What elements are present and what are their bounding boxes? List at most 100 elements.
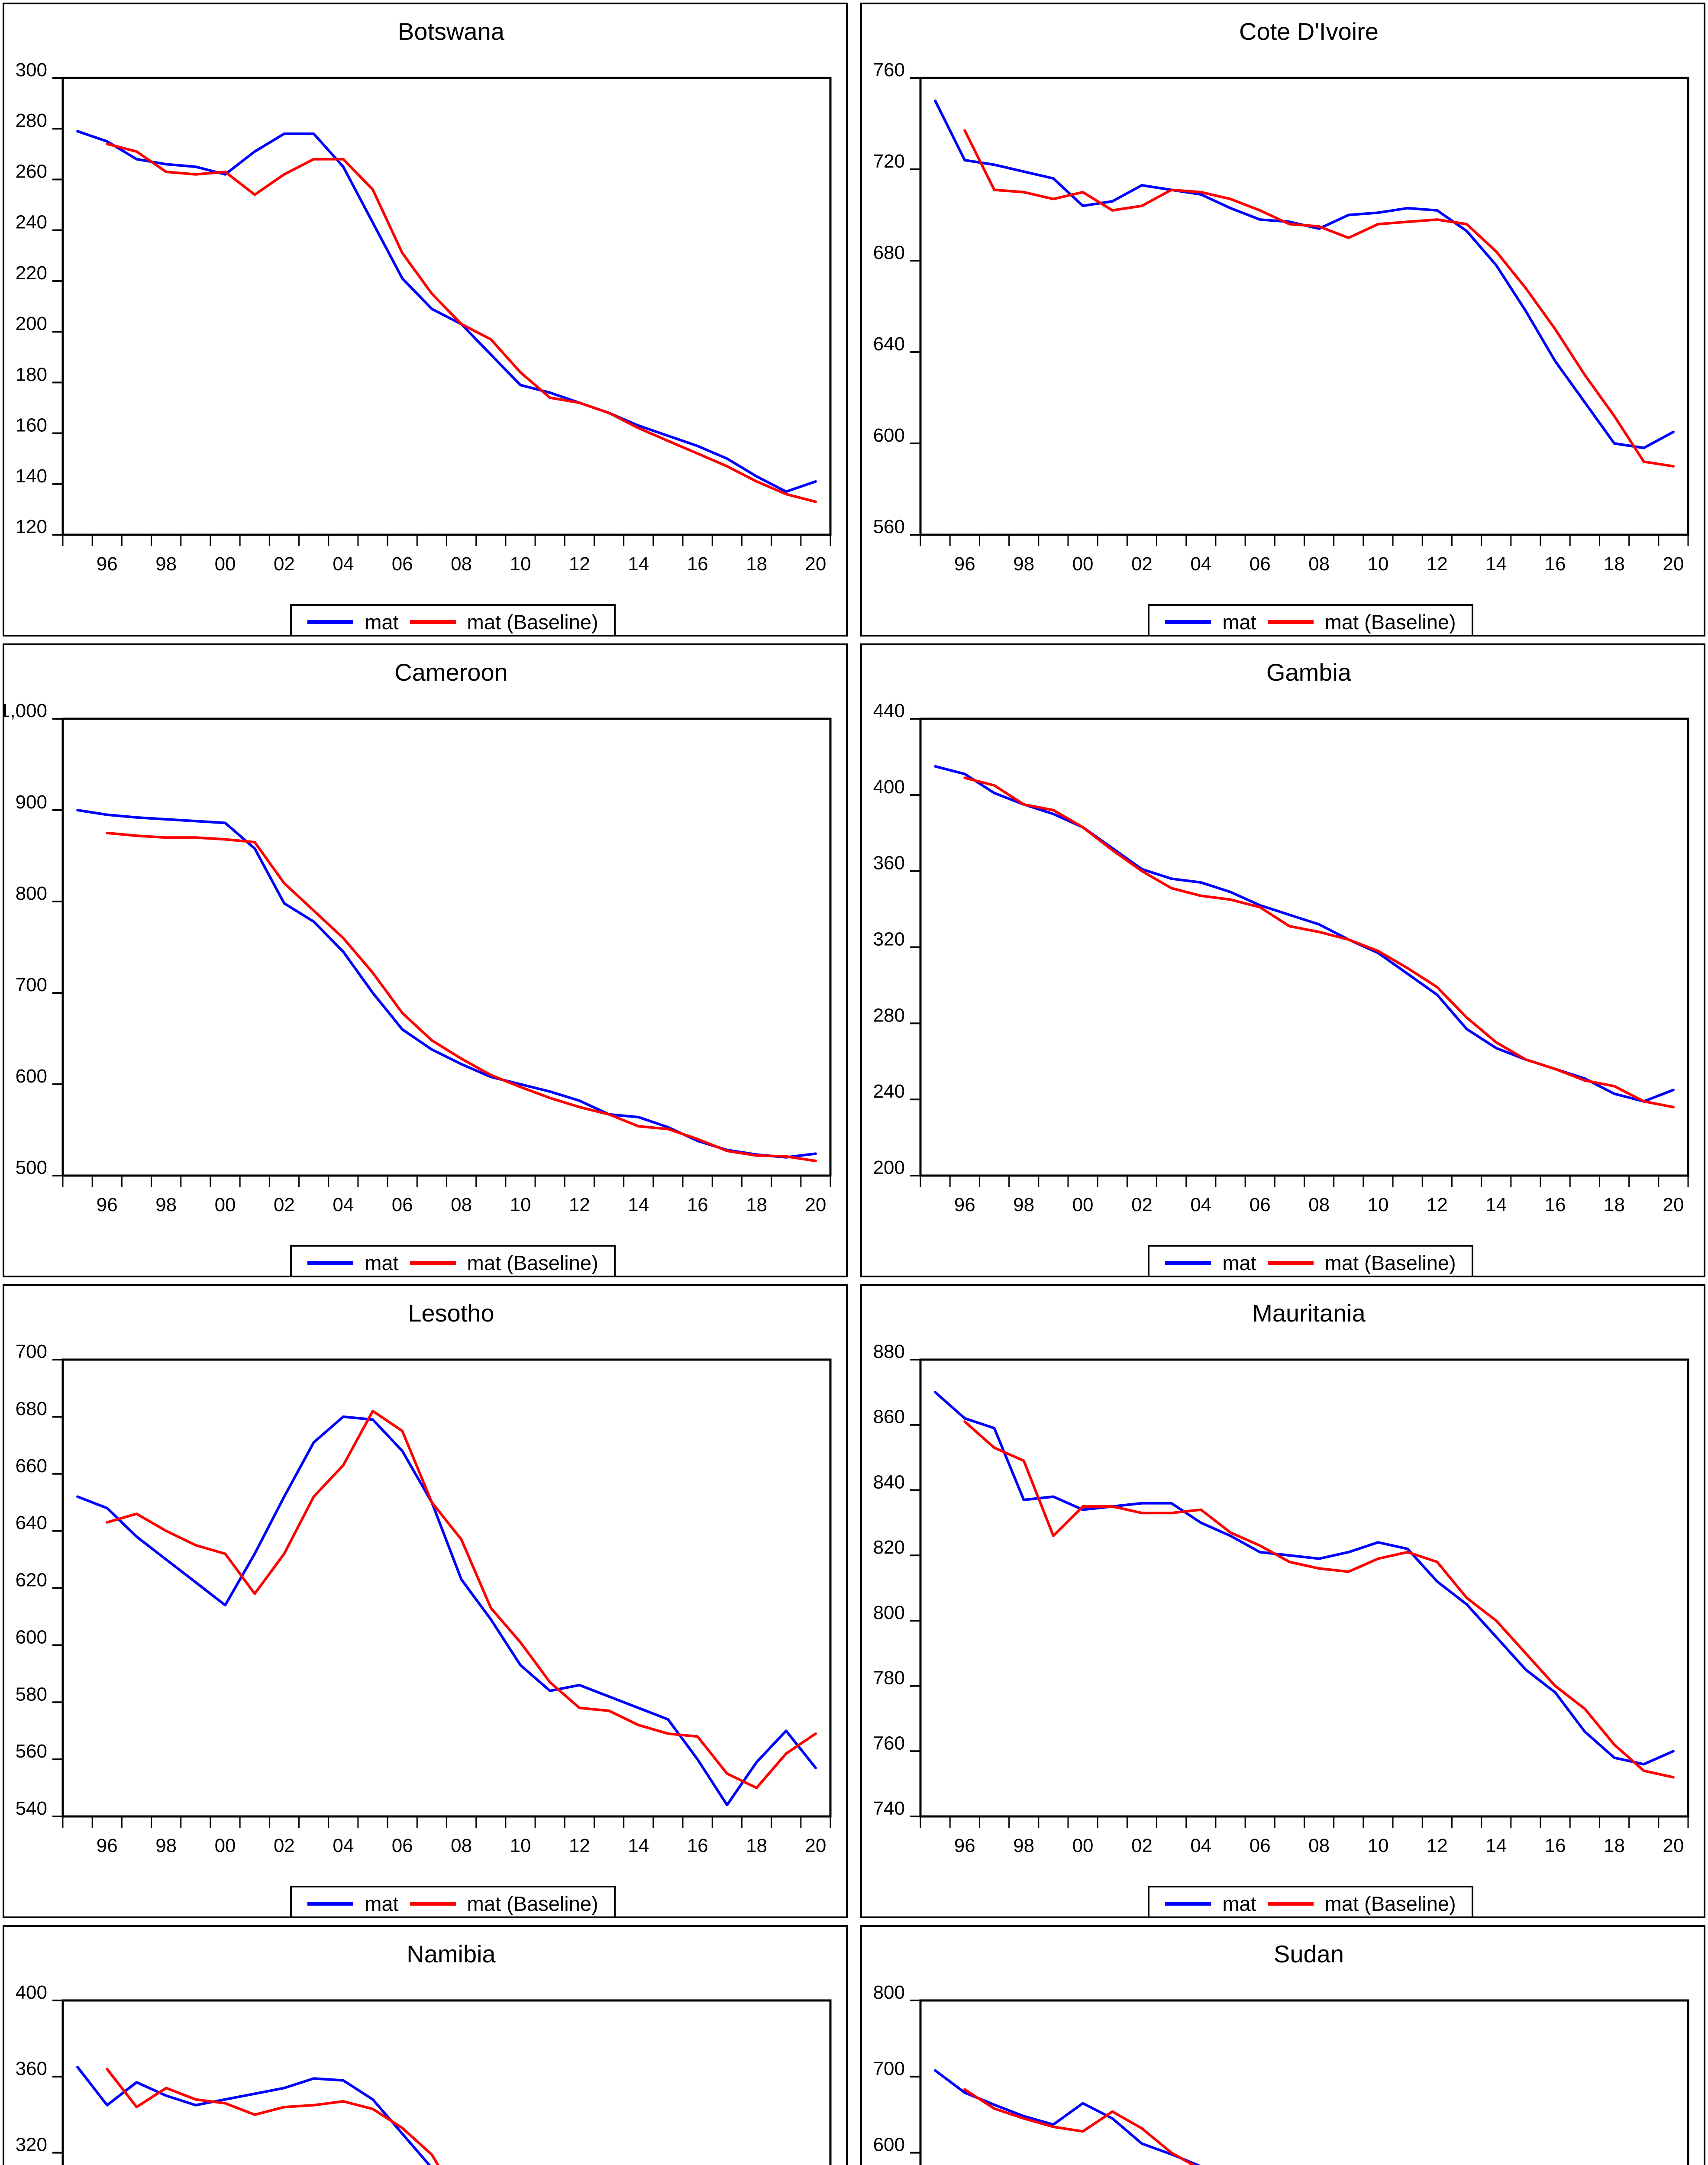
svg-text:04: 04 [333, 1194, 354, 1215]
svg-text:18: 18 [746, 1194, 767, 1215]
svg-text:880: 880 [873, 1341, 905, 1362]
svg-text:10: 10 [1368, 553, 1389, 575]
svg-text:240: 240 [873, 1081, 905, 1102]
svg-text:800: 800 [16, 883, 47, 904]
svg-text:06: 06 [392, 1194, 413, 1215]
chart-title: Cameroon [394, 659, 508, 686]
svg-text:300: 300 [16, 59, 47, 81]
svg-text:02: 02 [1131, 1835, 1153, 1856]
svg-text:620: 620 [16, 1570, 47, 1591]
chart-title: Sudan [1274, 1940, 1344, 1968]
svg-text:06: 06 [1250, 1835, 1271, 1856]
svg-text:240: 240 [16, 212, 47, 233]
chart-namibia: 4003603202802402001609698000204060810121… [3, 1925, 848, 2165]
svg-text:400: 400 [873, 776, 905, 798]
svg-text:00: 00 [215, 553, 236, 575]
svg-text:18: 18 [746, 553, 767, 575]
svg-text:820: 820 [873, 1537, 905, 1558]
svg-text:98: 98 [1013, 1835, 1034, 1856]
svg-text:02: 02 [1131, 553, 1153, 575]
svg-text:600: 600 [16, 1066, 47, 1087]
chart-gambia: 440 400 360 320 280 240 200 96 98 00 02 04 06 08 10 12 1… [860, 643, 1705, 1277]
svg-text:00: 00 [215, 1194, 236, 1215]
svg-text:96: 96 [97, 1835, 118, 1856]
svg-text:06: 06 [1250, 1194, 1271, 1215]
svg-text:18: 18 [1604, 1835, 1625, 1856]
legend-line-baseline-icon [410, 620, 456, 624]
svg-text:04: 04 [1190, 1835, 1211, 1856]
svg-text:780: 780 [873, 1667, 905, 1689]
svg-text:640: 640 [873, 333, 905, 355]
svg-text:04: 04 [333, 1835, 354, 1856]
svg-text:260: 260 [16, 161, 47, 182]
svg-text:04: 04 [1190, 553, 1211, 575]
chart-title: Botswana [398, 18, 504, 45]
legend-box: mat mat (Baseline) [1148, 1886, 1473, 1916]
chart-title: Mauritania [1252, 1299, 1366, 1327]
legend-label-mat: mat [1222, 1892, 1256, 1915]
chart-cameroon: 1,000 900 800 700 600 500 96 98 00 02 04 06 08 10 12 14… [3, 643, 848, 1277]
svg-text:160: 160 [16, 415, 47, 436]
svg-text:08: 08 [451, 1194, 472, 1215]
svg-text:00: 00 [1072, 553, 1094, 575]
svg-text:00: 00 [215, 1835, 236, 1856]
svg-text:10: 10 [510, 1835, 531, 1856]
plot-lesotho: 700 680 660 640 620 600 580 560 540 96 98 00 02 04 06 0… [16, 1341, 832, 1856]
svg-text:16: 16 [1545, 1835, 1566, 1856]
svg-text:140: 140 [16, 465, 47, 487]
legend-line-mat-icon [1165, 620, 1211, 624]
svg-text:14: 14 [1485, 553, 1507, 575]
svg-text:1,000: 1,000 [4, 700, 47, 721]
svg-text:10: 10 [1368, 1835, 1389, 1856]
svg-text:860: 860 [873, 1406, 905, 1428]
svg-text:98: 98 [155, 1835, 177, 1856]
svg-text:16: 16 [687, 1194, 708, 1215]
svg-text:06: 06 [392, 553, 413, 575]
svg-text:08: 08 [1308, 1835, 1330, 1856]
legend-box: mat mat (Baseline) [290, 1886, 616, 1916]
svg-text:04: 04 [1190, 1194, 1211, 1215]
svg-text:14: 14 [628, 553, 649, 575]
svg-text:14: 14 [628, 1835, 649, 1856]
svg-text:14: 14 [1485, 1835, 1507, 1856]
legend-line-baseline-icon [1267, 1260, 1314, 1265]
svg-text:760: 760 [873, 1732, 905, 1754]
svg-text:12: 12 [569, 1194, 590, 1215]
chart-title: Lesotho [408, 1299, 494, 1327]
svg-text:16: 16 [1545, 553, 1566, 575]
svg-text:96: 96 [954, 1194, 975, 1215]
svg-text:06: 06 [1250, 553, 1271, 575]
svg-text:98: 98 [155, 553, 177, 575]
svg-text:16: 16 [687, 553, 708, 575]
svg-text:02: 02 [1131, 1194, 1153, 1215]
svg-text:20: 20 [805, 1194, 826, 1215]
svg-text:98: 98 [155, 1194, 177, 1215]
svg-text:18: 18 [746, 1835, 767, 1856]
plot-sudan: 8007006005004003002009698000204060810121… [873, 1982, 1689, 2165]
legend-line-baseline-icon [410, 1901, 456, 1906]
legend-line-baseline-icon [1267, 1901, 1314, 1906]
svg-text:10: 10 [510, 1194, 531, 1215]
svg-text:08: 08 [1308, 553, 1330, 575]
svg-text:560: 560 [16, 1741, 47, 1762]
svg-text:16: 16 [687, 1835, 708, 1856]
svg-text:20: 20 [1663, 1835, 1684, 1856]
svg-text:02: 02 [274, 553, 295, 575]
legend-line-mat-icon [307, 1901, 354, 1906]
chart-cote-divoire: 760 720 680 640 600 560 96 98 00 02 04 06 08 10 12 14 16… [860, 3, 1705, 637]
plot-cameroon: 1,000 900 800 700 600 500 96 98 00 02 04 06 08 10 12 14… [4, 700, 832, 1215]
svg-text:680: 680 [873, 242, 905, 263]
legend-box: mat mat (Baseline) [1148, 604, 1473, 635]
svg-text:18: 18 [1604, 1194, 1625, 1215]
chart-lesotho: 700 680 660 640 620 600 580 560 540 96 98 00 02 04 06 0… [3, 1284, 848, 1918]
svg-text:840: 840 [873, 1471, 905, 1493]
legend-label-mat: mat [1222, 610, 1256, 633]
legend-line-mat-icon [307, 620, 354, 624]
legend-label-mat: mat [365, 1892, 399, 1915]
chart-title: Gambia [1266, 659, 1352, 686]
svg-text:680: 680 [16, 1398, 47, 1419]
plot-mauritania: 880 860 840 820 800 780 760 740 96 98 00 02 04 06 08 10… [873, 1341, 1689, 1856]
svg-text:320: 320 [16, 2134, 47, 2155]
svg-text:660: 660 [16, 1455, 47, 1477]
